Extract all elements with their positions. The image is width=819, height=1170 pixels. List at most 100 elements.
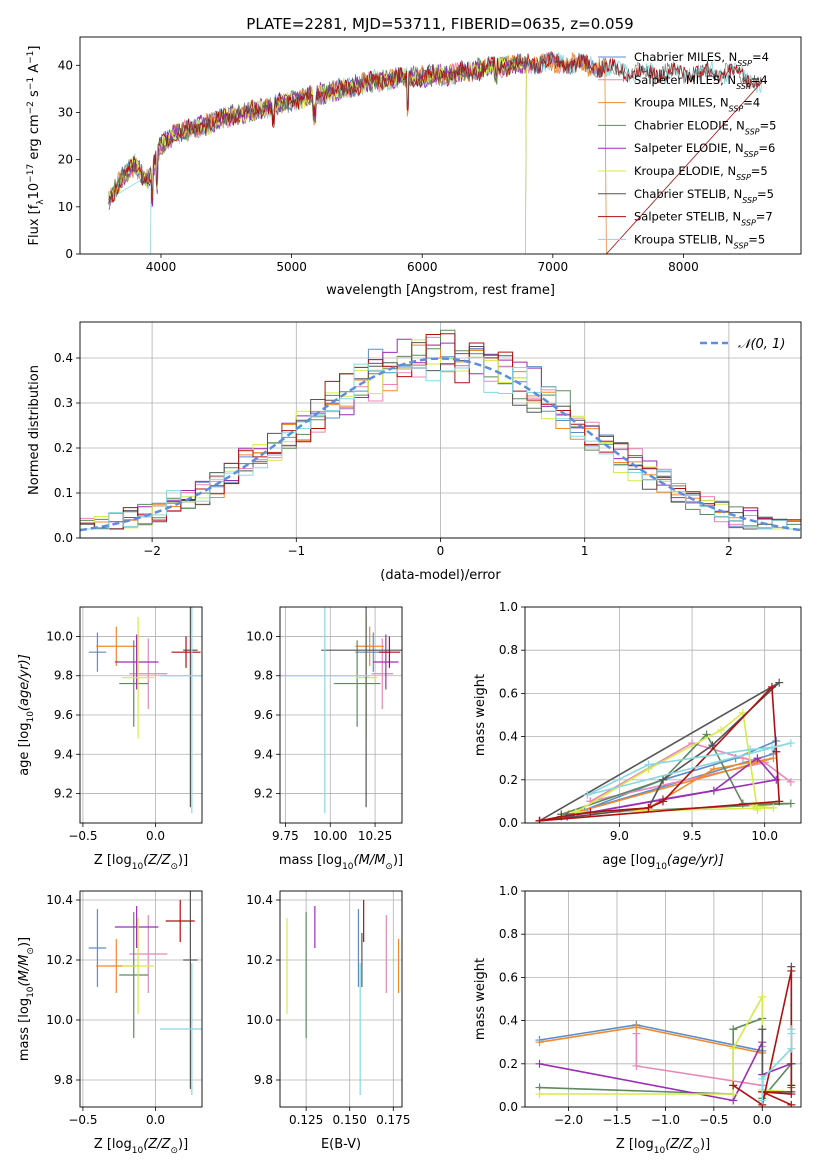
x-axis-label: wavelength [Angstrom, rest frame]	[326, 283, 555, 298]
legend-label-part: SSP	[736, 81, 751, 90]
x-axis-label-part: (Z/Z	[143, 1137, 171, 1152]
errorbar-point	[119, 912, 149, 1038]
y-axis-label-part: −1	[26, 51, 36, 64]
weight-marker	[709, 765, 718, 773]
weight-marker	[644, 760, 653, 769]
x-tick-label: 1	[581, 544, 589, 558]
legend-label: Kroupa MILES, NSSP=4	[634, 96, 760, 114]
x-axis-label-part: ⊙	[385, 862, 393, 872]
weight-marker	[775, 797, 784, 806]
weight-marker	[787, 966, 796, 975]
frame-age_vs_mass: 9.75 10.00 10.25 9.2 9.4 9.6 9.8 10.0 mass [log1…	[246, 606, 403, 872]
weight-marker	[767, 743, 776, 752]
x-axis-label-part: age [log	[602, 853, 655, 868]
y-axis-label-part: −2	[26, 101, 36, 114]
y-tick-label: 0.2	[499, 1057, 518, 1071]
x-tick-label: 0.0	[753, 1113, 772, 1127]
x-tick-label: 0.175	[376, 1113, 410, 1127]
y-axis-label: mass weight	[473, 674, 488, 756]
weight-marker	[787, 1029, 796, 1038]
legend-label: Salpeter STELIB, NSSP=7	[634, 210, 773, 228]
axes-frame	[524, 606, 802, 824]
histogram-step	[80, 356, 801, 538]
x-tick-label: 2	[725, 544, 733, 558]
y-axis-label-part: )]	[17, 937, 32, 947]
weight-marker	[659, 775, 667, 784]
y-axis-label: Normed distribution	[27, 365, 42, 495]
errorbar-point	[171, 636, 201, 668]
legend-label-part: =4	[751, 73, 768, 87]
weight-marker	[786, 739, 795, 748]
gaussian-curve	[80, 357, 801, 532]
y-tick-label: 10.0	[246, 629, 273, 643]
y-tick-label: 9.6	[254, 708, 273, 722]
axes-weight_vs_age: 9.0 9.5 10.0 0.0 0.2 0.4 0.6 0.8 1.0 mass weight a…	[473, 600, 802, 872]
weight-marker	[586, 808, 595, 817]
x-axis-label-part: (Z/Z	[665, 1137, 693, 1152]
x-tick-label: 4000	[146, 260, 177, 274]
frame-mass_vs_ebv: 0.125 0.150 0.175 9.8 10.0 10.2 10.4 E(B-V)	[246, 890, 410, 1152]
frame-spectrum: 4000 5000 6000 7000 8000 0 10 20 30 40 wavelength …	[26, 36, 802, 298]
errorbar-point	[114, 906, 159, 948]
y-tick-label: 10.0	[46, 1013, 73, 1027]
x-tick-label: 10.0	[751, 829, 778, 843]
plot-area-age_vs_mass	[280, 607, 402, 814]
x-axis-label-part: 10	[342, 862, 354, 872]
weight-marker	[787, 1044, 796, 1053]
y-tick-label: 9.8	[254, 669, 273, 683]
errorbar-point	[280, 607, 370, 814]
errorbar-point	[122, 616, 155, 739]
y-tick-label: 10.4	[46, 893, 73, 907]
weight-marker	[659, 797, 667, 806]
x-axis-label-part: )]	[178, 853, 188, 868]
x-axis-label-part: 10	[655, 862, 667, 872]
y-axis-label: mass weight	[473, 958, 488, 1040]
y-tick-label: 10.0	[246, 1013, 273, 1027]
y-tick-label: 9.6	[54, 708, 73, 722]
x-tick-label: −1.0	[651, 1113, 680, 1127]
x-axis-label: (data-model)/error	[380, 568, 501, 583]
legend-label-part: SSP	[742, 195, 757, 204]
weight-marker	[738, 708, 747, 717]
legend-label-part: Kroupa STELIB, N	[634, 232, 734, 246]
x-axis-label-part: 10	[132, 1146, 144, 1156]
x-tick-label: 0	[437, 544, 445, 558]
errorbar-point	[88, 909, 107, 987]
errorbar-point	[355, 626, 385, 666]
weight-marker	[708, 741, 717, 750]
errorbar-point	[183, 607, 198, 808]
x-tick-label: 9.5	[683, 829, 702, 843]
y-tick-label: 20	[58, 153, 73, 167]
legend-label-part: Chabrier ELODIE, N	[634, 118, 745, 132]
axes-mass_vs_ebv: 0.125 0.150 0.175 9.8 10.0 10.2 10.4 E(B-V)	[246, 890, 410, 1152]
weight-marker	[644, 803, 653, 812]
figure-title: PLATE=2281, MJD=53711, FIBERID=0635, z=0…	[246, 15, 633, 33]
errorbar-point	[122, 918, 155, 1014]
histogram-step	[80, 333, 801, 538]
y-tick-label: 0.0	[499, 816, 518, 830]
legend-label: Salpeter ELODIE, NSSP=6	[634, 141, 775, 159]
x-tick-label: 0.150	[333, 1113, 367, 1127]
y-tick-label: 9.2	[54, 787, 73, 801]
weight-marker	[758, 1025, 767, 1034]
weight-marker	[729, 1090, 738, 1099]
weight-marker	[709, 786, 718, 795]
y-tick-label: 0.4	[499, 1014, 518, 1028]
y-axis-label-part: −17	[26, 164, 36, 183]
y-tick-label: 0	[65, 247, 73, 261]
weight-marker	[632, 1023, 641, 1032]
x-axis-label: Z [log10(Z/Z⊙)]	[94, 853, 188, 872]
x-tick-label: 9.0	[610, 829, 629, 843]
weight-marker	[632, 1061, 641, 1070]
weight-marker	[535, 1038, 544, 1047]
legend-label: Chabrier ELODIE, NSSP=5	[634, 118, 776, 136]
y-axis-label: mass [log10(M/M⊙)]	[17, 937, 36, 1061]
legend-label-part: Salpeter MILES, N	[634, 73, 736, 87]
x-tick-label: −0.5	[68, 829, 97, 843]
x-axis-label-part: (Z/Z	[143, 853, 171, 868]
weight-marker	[717, 726, 726, 735]
x-tick-label: 10.00	[313, 829, 347, 843]
weight-line	[539, 1026, 764, 1099]
